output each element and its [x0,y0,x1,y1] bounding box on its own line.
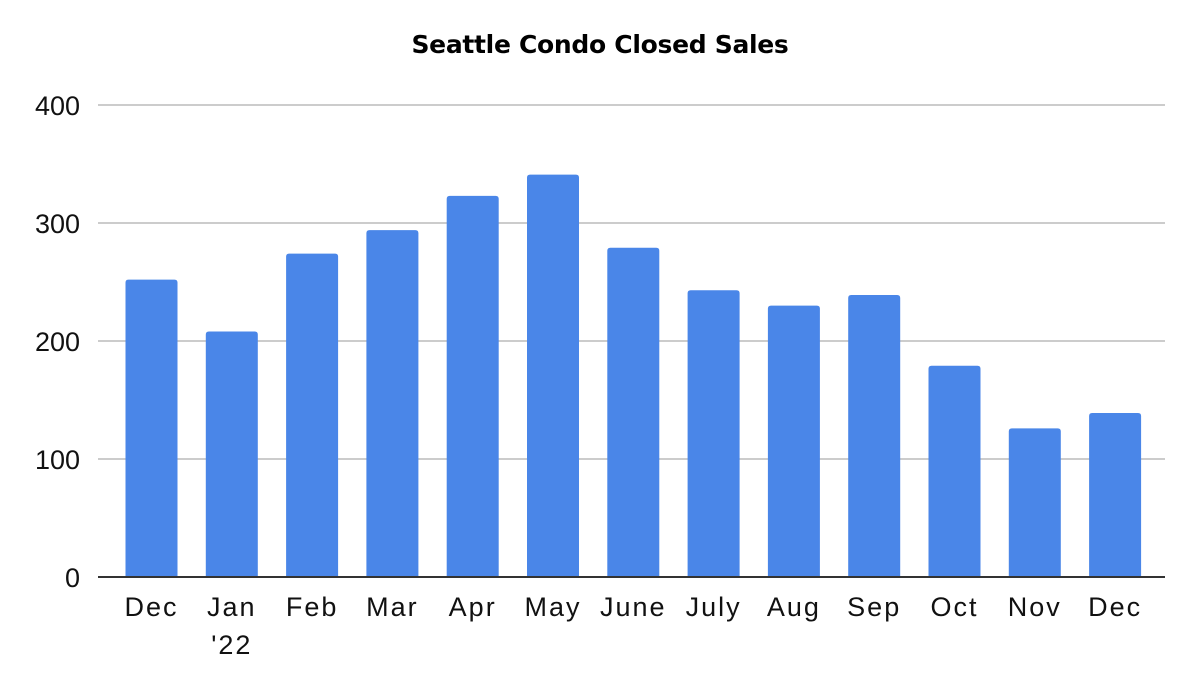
y-tick-label: 0 [65,563,80,593]
bar-aug [767,305,820,577]
y-tick-label: 100 [35,445,80,475]
x-tick-label: Dec [1088,592,1142,622]
x-tick-label: Apr [449,592,497,622]
x-tick-label: Oct [930,592,978,622]
x-tick-label: July [686,592,742,622]
x-tick-label: June [600,592,667,622]
x-tick-label: Feb [286,592,339,622]
x-axis-tick-labels: Dec Jan '22 Feb Mar Apr May June July Aug Sep Oct No… [124,592,1142,660]
y-tick-label: 300 [35,209,80,239]
x-tick-label: Mar [366,592,419,622]
bar-oct [928,365,981,577]
x-tick-label: Nov [1008,592,1062,622]
x-tick-label: May [524,592,581,622]
y-tick-label: 400 [35,91,80,121]
bar-june [607,247,660,577]
y-axis-tick-labels: 0 100 200 300 400 [35,91,80,593]
bar-mar [366,230,419,577]
bar-sep [848,294,901,577]
x-tick-label: '22 [211,630,252,660]
bar-dec [125,279,178,577]
x-tick-label: Sep [847,592,901,622]
bar-nov [1008,428,1061,577]
x-tick-label: Aug [767,592,821,622]
bar-jan-22 [205,331,258,577]
y-tick-label: 200 [35,327,80,357]
bar-dec [1089,412,1142,577]
x-tick-label: Jan [207,592,257,622]
bar-may [527,174,579,577]
bar-apr [446,195,499,578]
chart-title: Seattle Condo Closed Sales [411,30,789,59]
bars [125,174,1142,578]
bar-feb [286,253,339,577]
x-tick-label: Dec [124,592,178,622]
bar-july [687,290,740,577]
